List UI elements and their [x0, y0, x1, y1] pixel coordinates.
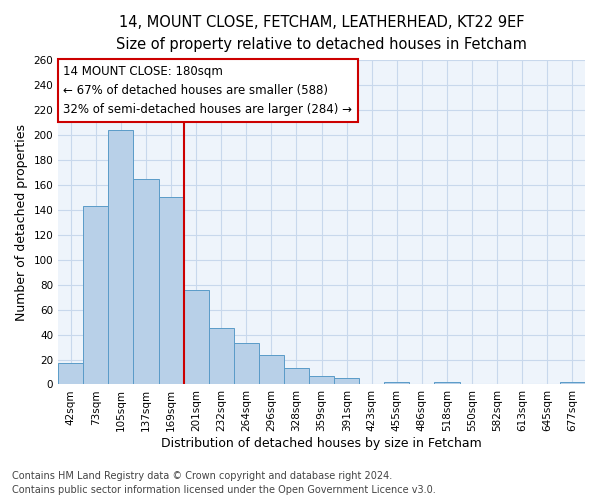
Bar — [109, 130, 133, 384]
Bar — [334, 378, 359, 384]
Bar — [259, 354, 284, 384]
Bar — [385, 382, 409, 384]
Bar — [83, 206, 109, 384]
Y-axis label: Number of detached properties: Number of detached properties — [15, 124, 28, 321]
Text: 14 MOUNT CLOSE: 180sqm
← 67% of detached houses are smaller (588)
32% of semi-de: 14 MOUNT CLOSE: 180sqm ← 67% of detached… — [64, 65, 352, 116]
Text: Contains HM Land Registry data © Crown copyright and database right 2024.
Contai: Contains HM Land Registry data © Crown c… — [12, 471, 436, 495]
Bar — [158, 198, 184, 384]
Title: 14, MOUNT CLOSE, FETCHAM, LEATHERHEAD, KT22 9EF
Size of property relative to det: 14, MOUNT CLOSE, FETCHAM, LEATHERHEAD, K… — [116, 15, 527, 52]
Bar — [234, 344, 259, 384]
Bar — [58, 364, 83, 384]
Bar — [309, 376, 334, 384]
Bar — [133, 178, 158, 384]
Bar — [209, 328, 234, 384]
X-axis label: Distribution of detached houses by size in Fetcham: Distribution of detached houses by size … — [161, 437, 482, 450]
Bar — [284, 368, 309, 384]
Bar — [434, 382, 460, 384]
Bar — [184, 290, 209, 384]
Bar — [560, 382, 585, 384]
